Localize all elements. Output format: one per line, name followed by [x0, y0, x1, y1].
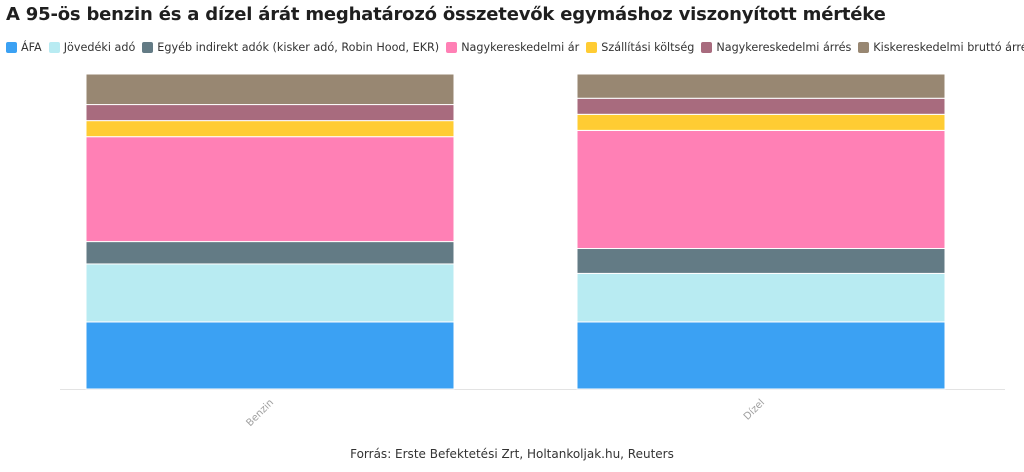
- legend-swatch: [142, 42, 154, 53]
- source-note: Forrás: Erste Befektetési Zrt, Holtankol…: [350, 447, 674, 461]
- bar-segment[interactable]: [85, 120, 455, 138]
- bar-segment[interactable]: [85, 136, 455, 243]
- legend-item[interactable]: Kiskereskedelmi bruttó árrés: [858, 41, 1024, 54]
- legend-label: Jövedéki adó: [63, 41, 136, 54]
- bar-segment[interactable]: [576, 73, 946, 99]
- bar-segment[interactable]: [85, 321, 455, 390]
- legend-label: Kiskereskedelmi bruttó árrés: [873, 41, 1024, 54]
- legend-item[interactable]: Egyéb indirekt adók (kisker adó, Robin H…: [142, 41, 439, 54]
- bar-segment[interactable]: [576, 321, 946, 390]
- bar-segment[interactable]: [576, 97, 946, 115]
- bar-segment[interactable]: [85, 263, 455, 323]
- legend-swatch: [701, 42, 713, 53]
- legend-swatch: [586, 42, 598, 53]
- bar-segment[interactable]: [85, 241, 455, 265]
- legend-label: Egyéb indirekt adók (kisker adó, Robin H…: [157, 41, 440, 54]
- legend-item[interactable]: Szállítási költség: [586, 41, 694, 54]
- x-tick-label: Dízel: [741, 397, 767, 423]
- legend-item[interactable]: Jövedéki adó: [48, 41, 136, 54]
- bar-segment[interactable]: [576, 129, 946, 250]
- x-tick-label: Benzin: [245, 397, 277, 429]
- legend-label: Szállítási költség: [601, 41, 695, 54]
- legend-label: Nagykereskedelmi árrés: [716, 41, 852, 54]
- bar-segment[interactable]: [576, 113, 946, 131]
- bar-segment[interactable]: [576, 248, 946, 274]
- legend-item[interactable]: Nagykereskedelmi árrés: [701, 41, 851, 54]
- legend-swatch: [858, 42, 870, 53]
- legend-swatch: [48, 42, 60, 53]
- bar-segment[interactable]: [576, 272, 946, 323]
- chart-legend: ÁFA Jövedéki adó Egyéb indirekt adók (kisk…: [6, 41, 1024, 54]
- chart-title: A 95-ös benzin és a dízel árát meghatáro…: [6, 4, 886, 25]
- stacked-bar-chart: Benzin Dízel: [60, 73, 1005, 429]
- legend-swatch: [446, 42, 458, 53]
- legend-item[interactable]: Nagykereskedelmi ár: [446, 41, 579, 54]
- bar-segment[interactable]: [85, 104, 455, 122]
- legend-label: ÁFA: [21, 41, 42, 54]
- legend-label: Nagykereskedelmi ár: [461, 41, 580, 54]
- legend-item[interactable]: ÁFA: [6, 41, 42, 54]
- bar-segment[interactable]: [85, 73, 455, 106]
- legend-swatch: [6, 42, 17, 53]
